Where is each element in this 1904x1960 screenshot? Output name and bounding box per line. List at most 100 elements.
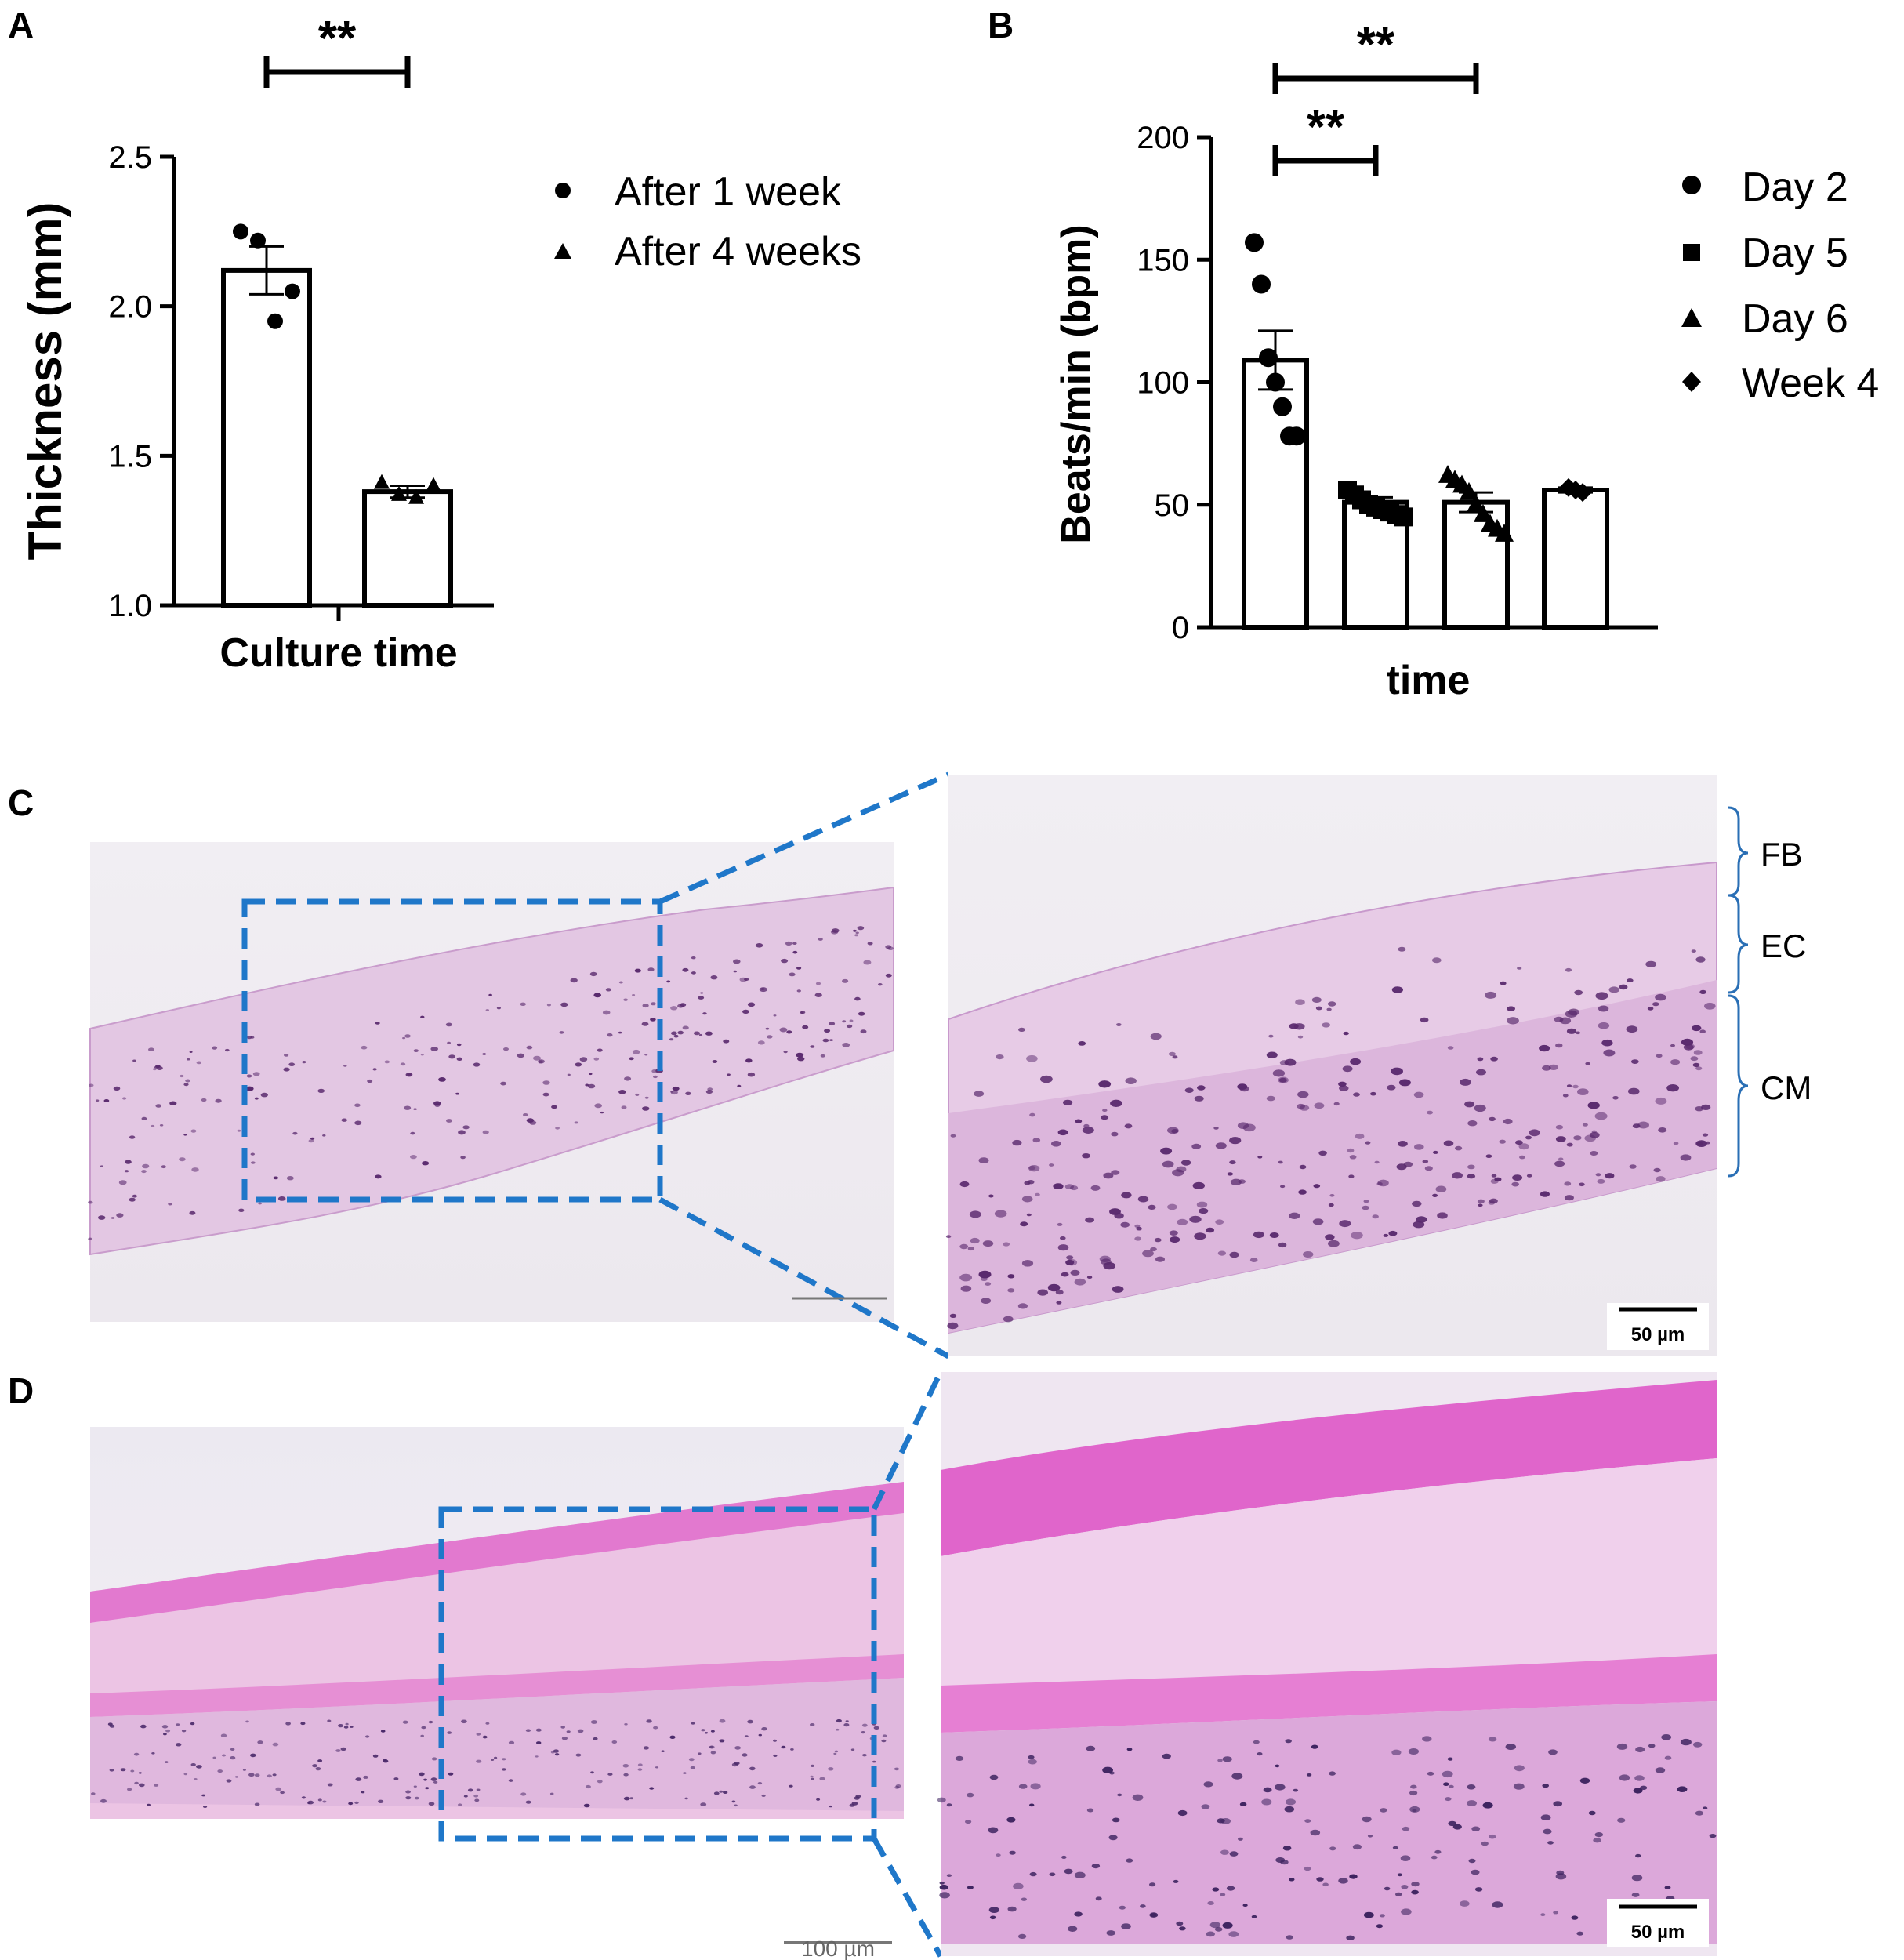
nucleus: [731, 1800, 736, 1803]
nucleus: [1282, 1846, 1292, 1851]
nucleus: [1680, 1154, 1692, 1161]
nucleus: [461, 1719, 467, 1724]
nucleus: [163, 1733, 167, 1736]
nucleus: [1293, 1023, 1305, 1030]
nucleus: [1150, 1913, 1157, 1917]
nucleus: [141, 1116, 147, 1120]
nucleus: [153, 1068, 157, 1071]
nucleus: [1447, 1757, 1453, 1761]
nucleus: [1637, 1121, 1649, 1129]
nucleus: [1605, 1173, 1615, 1179]
nucleus: [637, 1768, 643, 1771]
nucleus: [1655, 993, 1666, 1001]
nucleus: [587, 1083, 596, 1089]
nucleus: [1037, 1289, 1048, 1296]
nucleus: [1220, 1849, 1229, 1855]
nucleus: [413, 1049, 419, 1052]
nucleus: [246, 1074, 252, 1078]
nucleus: [1298, 1189, 1307, 1195]
nucleus: [1656, 1054, 1663, 1058]
nucleus: [646, 1719, 652, 1723]
nucleus: [273, 1176, 278, 1180]
nucleus: [683, 1772, 687, 1774]
nucleus: [855, 931, 859, 935]
nucleus: [1064, 1184, 1074, 1189]
nucleus: [1585, 1062, 1590, 1065]
nucleus: [1449, 1784, 1454, 1788]
nucleus: [165, 1729, 171, 1733]
tissue-d-zoom-band: [941, 1654, 1717, 1733]
nucleus: [1312, 1218, 1324, 1225]
nucleus: [1170, 1236, 1180, 1243]
nucleus: [822, 1038, 829, 1043]
nucleus: [1492, 1901, 1503, 1908]
nucleus: [220, 1733, 227, 1737]
nucleus: [1582, 1123, 1588, 1127]
nucleus: [1091, 1864, 1101, 1869]
nucleus: [734, 1746, 741, 1750]
nucleus: [1696, 1142, 1703, 1146]
nucleus: [621, 1105, 627, 1109]
nucleus: [1566, 1142, 1573, 1147]
nucleus: [1691, 949, 1696, 953]
nucleus: [1238, 1837, 1243, 1841]
nucleus: [191, 1167, 199, 1172]
zoom-line-d-bottom: [871, 1837, 944, 1958]
nucleus: [327, 1719, 332, 1722]
nucleus: [895, 1784, 901, 1788]
nucleus: [939, 1892, 950, 1899]
nucleus: [383, 1759, 389, 1763]
nucleus: [405, 1790, 411, 1794]
nucleus: [1315, 1006, 1322, 1011]
nucleus: [308, 1139, 314, 1143]
nucleus: [1540, 1814, 1551, 1820]
nucleus: [363, 1775, 368, 1779]
nucleus: [151, 1752, 155, 1755]
nucleus: [819, 1777, 825, 1780]
nucleus: [1047, 1283, 1061, 1292]
nucleus: [881, 1739, 887, 1743]
nucleus: [122, 1097, 127, 1100]
nucleus: [673, 1034, 679, 1038]
nucleus: [1314, 1102, 1325, 1109]
nucleus: [846, 1024, 853, 1029]
nucleus: [597, 1780, 603, 1784]
nucleus: [245, 1720, 249, 1723]
nucleus: [254, 1773, 260, 1777]
nucleus: [959, 1181, 970, 1188]
data-point: [250, 232, 266, 249]
nucleus: [1590, 1151, 1598, 1156]
nucleus: [796, 989, 801, 993]
nucleus: [111, 1217, 115, 1219]
nucleus: [1653, 1167, 1661, 1173]
nucleus: [1594, 1832, 1604, 1838]
nucleus: [109, 1724, 115, 1728]
nucleus: [1543, 1828, 1552, 1835]
nucleus: [1670, 1044, 1675, 1047]
nucleus: [189, 1210, 196, 1215]
nucleus: [1398, 1141, 1408, 1147]
nucleus: [1095, 1896, 1102, 1901]
nucleus: [1397, 1873, 1403, 1877]
nucleus: [829, 1039, 833, 1041]
nucleus: [1111, 1170, 1120, 1175]
y-tick-label: 2.0: [108, 290, 152, 325]
legend-marker-day-5: [1683, 244, 1700, 261]
nucleus: [719, 1719, 726, 1723]
nucleus: [1616, 1743, 1628, 1750]
nucleus: [1329, 1194, 1335, 1197]
nucleus: [246, 1036, 252, 1040]
nucleus: [1124, 1123, 1133, 1129]
nucleus: [1603, 1049, 1616, 1057]
nucleus: [773, 1739, 777, 1742]
nucleus: [428, 1720, 433, 1724]
nucleus: [1049, 1163, 1054, 1167]
nucleus: [285, 1722, 291, 1726]
legend-a: After 1 week After 4 weeks: [554, 169, 861, 274]
nucleus: [254, 1097, 259, 1100]
nucleus: [1191, 1143, 1202, 1149]
nucleus: [1028, 1165, 1040, 1172]
nucleus: [523, 1113, 528, 1116]
legend-label-after-4-weeks: After 4 weeks: [615, 229, 861, 274]
nucleus: [1173, 1879, 1179, 1883]
